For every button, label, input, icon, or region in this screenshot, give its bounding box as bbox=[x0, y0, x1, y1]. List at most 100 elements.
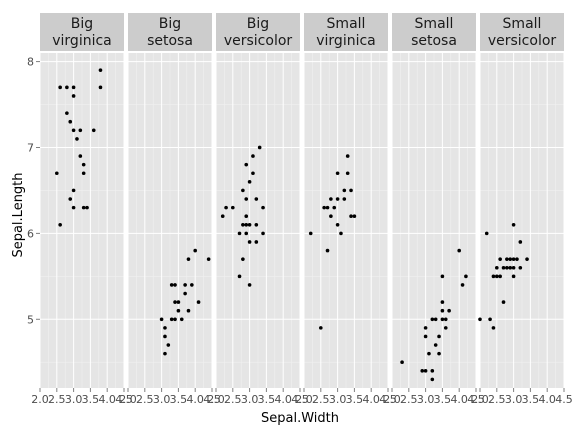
data-point bbox=[78, 154, 83, 158]
data-point bbox=[169, 283, 174, 287]
x-tick-label: 2.5 bbox=[224, 393, 242, 406]
x-tick-label: 3.0 bbox=[417, 393, 435, 406]
data-point bbox=[81, 171, 86, 176]
data-point bbox=[190, 283, 194, 287]
x-tick-label: 4.0 bbox=[362, 393, 380, 406]
data-point bbox=[241, 188, 245, 193]
data-point bbox=[430, 377, 435, 382]
facet-strip-label: Big bbox=[159, 16, 181, 32]
data-point bbox=[498, 274, 502, 279]
x-tick-label: 3.0 bbox=[505, 393, 523, 406]
facet-strip bbox=[392, 13, 476, 51]
data-point bbox=[186, 308, 191, 313]
y-tick-label: 8 bbox=[27, 56, 34, 69]
x-tick-label: 4.0 bbox=[98, 393, 116, 406]
data-point bbox=[478, 317, 482, 322]
data-point bbox=[525, 257, 529, 261]
x-tick-label: 3.5 bbox=[170, 393, 188, 406]
data-point bbox=[508, 265, 513, 270]
x-tick-label: 3.0 bbox=[329, 393, 347, 406]
x-tick-label: 3.5 bbox=[434, 393, 452, 406]
data-point bbox=[511, 257, 516, 261]
data-point bbox=[65, 111, 69, 115]
x-tick-label: 2.5 bbox=[400, 393, 418, 406]
data-point bbox=[495, 274, 499, 279]
data-point bbox=[349, 214, 353, 219]
x-tick-label: 4.5 bbox=[555, 393, 573, 406]
x-tick-label: 4.5 bbox=[203, 393, 221, 406]
data-point bbox=[308, 231, 313, 236]
facet-strip-label: Small bbox=[327, 16, 366, 32]
data-point bbox=[457, 248, 462, 253]
data-point bbox=[464, 274, 468, 279]
data-point bbox=[443, 326, 448, 330]
x-tick-label: 2.0 bbox=[295, 393, 313, 406]
y-axis: 5 6 7 8 bbox=[27, 56, 40, 326]
data-point bbox=[173, 317, 177, 322]
data-point bbox=[231, 205, 235, 210]
facet-strip-label: virginica bbox=[316, 33, 376, 49]
facet-strip bbox=[128, 13, 212, 51]
data-point bbox=[329, 214, 333, 219]
data-point bbox=[322, 205, 326, 210]
x-axis-title: Sepal.Width bbox=[261, 411, 339, 426]
facet-strip-label: Small bbox=[415, 16, 454, 32]
data-point bbox=[237, 231, 242, 236]
data-point bbox=[437, 351, 441, 356]
data-point bbox=[349, 188, 353, 193]
x-tick-label: 4.5 bbox=[291, 393, 309, 406]
data-point bbox=[433, 343, 438, 347]
data-point bbox=[247, 180, 252, 184]
data-point bbox=[518, 240, 523, 244]
facet-strip bbox=[216, 13, 300, 51]
data-point bbox=[241, 222, 245, 227]
facet-strip bbox=[480, 13, 564, 51]
data-point bbox=[176, 300, 181, 304]
data-point bbox=[511, 265, 516, 270]
facet-strip bbox=[40, 13, 124, 51]
data-point bbox=[443, 317, 448, 322]
x-tick-label: 4.0 bbox=[186, 393, 204, 406]
data-point bbox=[254, 222, 259, 227]
x-tick-label: 2.0 bbox=[119, 393, 137, 406]
data-point bbox=[163, 351, 167, 356]
x-tick-label: 2.5 bbox=[48, 393, 66, 406]
data-point bbox=[508, 257, 513, 261]
data-point bbox=[244, 162, 249, 167]
data-point bbox=[98, 68, 103, 72]
facet-strip-label: virginica bbox=[52, 33, 112, 49]
x-tick-label: 3.0 bbox=[241, 393, 259, 406]
data-point bbox=[420, 369, 425, 373]
x-tick-label: 4.0 bbox=[450, 393, 468, 406]
facet-strip-label: setosa bbox=[411, 33, 457, 49]
data-point bbox=[244, 197, 249, 201]
data-point bbox=[491, 326, 496, 330]
data-point bbox=[345, 154, 350, 158]
facet-strip bbox=[304, 13, 388, 51]
data-point bbox=[345, 171, 350, 176]
facet-strip-label: Big bbox=[71, 16, 93, 32]
data-point bbox=[505, 265, 509, 270]
data-point bbox=[237, 274, 242, 279]
data-point bbox=[342, 197, 347, 201]
data-point bbox=[244, 222, 249, 227]
data-point bbox=[169, 317, 174, 322]
data-point bbox=[65, 85, 69, 90]
data-point bbox=[163, 326, 167, 330]
data-point bbox=[447, 308, 451, 313]
data-point bbox=[55, 171, 59, 176]
x-tick-label: 3.5 bbox=[258, 393, 276, 406]
y-tick-label: 5 bbox=[27, 313, 34, 326]
data-point bbox=[325, 248, 330, 253]
data-point bbox=[332, 205, 337, 210]
data-point bbox=[81, 162, 86, 167]
facet-strip-label: versicolor bbox=[224, 33, 293, 49]
data-point bbox=[58, 85, 62, 90]
data-point bbox=[224, 205, 228, 210]
data-point bbox=[196, 300, 201, 304]
